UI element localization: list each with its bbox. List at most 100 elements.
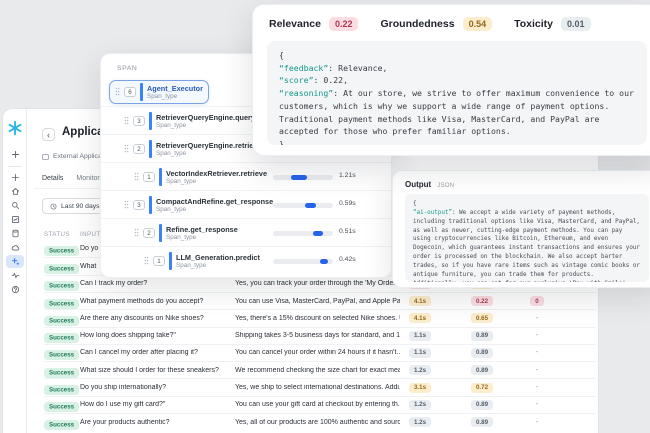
span-accent-bar: [140, 83, 143, 101]
sidebar-item-database[interactable]: [6, 227, 24, 240]
table-row[interactable]: Success Can I cancel my order after placi…: [44, 343, 596, 362]
duration-bar-fill: [305, 202, 317, 208]
score-badge: 0.89: [470, 330, 494, 341]
span-row-content: 6 Agent_Executor Span_type: [109, 80, 209, 104]
score-cell: 0.89: [440, 417, 524, 428]
status-cell: Success: [44, 396, 80, 414]
column-header-status: STATUS: [44, 231, 70, 238]
flag-dash: -: [535, 349, 539, 357]
drag-handle-icon[interactable]: [124, 140, 129, 158]
output-format-label[interactable]: JSON: [437, 182, 455, 189]
back-button[interactable]: ‹: [42, 128, 55, 141]
status-cell: Success: [44, 292, 80, 310]
flag-cell: -: [524, 419, 550, 426]
table-row[interactable]: Success How long does shipping take?" Ship…: [44, 326, 596, 344]
span-name: CompactAndRefine.get_response: [156, 196, 274, 206]
score-cell: 0.72: [440, 382, 524, 393]
span-row[interactable]: 2 Refine.get_response Span_type 0.51s: [101, 218, 391, 246]
span-row-content: 2 RetrieverQueryEngine.retrieve Span_type: [119, 137, 266, 161]
score-cell: 0.89: [440, 330, 524, 341]
table-row[interactable]: Success Do you ship internationally? Yes, …: [44, 378, 596, 396]
sidebar-item-plus[interactable]: [6, 171, 24, 184]
output-cell: We recommend checking the size chart for…: [235, 366, 400, 374]
drag-handle-icon[interactable]: [134, 224, 139, 242]
tab-bar: Details Monitoring: [42, 175, 109, 182]
span-type: Span_type: [147, 92, 178, 100]
latency-cell: 1.2s: [400, 417, 440, 428]
span-row[interactable]: 1 VectorIndexRetriever.retrieve Span_type 1…: [101, 162, 391, 190]
sidebar-item-help[interactable]: [6, 283, 24, 296]
sidebar-item-activity[interactable]: [6, 269, 24, 282]
span-row[interactable]: 1 LLM_Generation.predict Span_type 0.42s: [101, 246, 391, 274]
latency-badge: 4.1s: [408, 313, 432, 324]
span-row[interactable]: 3 RetrieverQueryEngine.query Span_type: [101, 106, 391, 134]
metric-relevance: Relevance 0.22: [269, 17, 359, 31]
table-row[interactable]: Success Are your products authentic? Yes, …: [44, 413, 596, 430]
duration-label: 0.42s: [339, 256, 356, 263]
help-icon: [11, 285, 20, 294]
sidebar-item-search[interactable]: [6, 199, 24, 212]
metric-label: Groundedness: [380, 18, 455, 30]
tab-monitoring[interactable]: Monitoring: [76, 175, 110, 182]
drag-handle-icon[interactable]: [134, 168, 139, 186]
code-close-brace: }: [279, 138, 284, 145]
span-row-content: 2 Refine.get_response Span_type: [129, 221, 243, 245]
table-row[interactable]: Success Are there any discounts on Nike s…: [44, 309, 596, 326]
span-labels: VectorIndexRetriever.retrieve Span_type: [166, 169, 267, 186]
duration-bar-track: [273, 258, 333, 264]
duration-bar-track: [273, 230, 333, 236]
status-badge: Success: [44, 281, 80, 292]
status-badge: Success: [44, 385, 80, 396]
date-range-filter[interactable]: Last 90 days: [42, 198, 108, 214]
flag-cell: -: [524, 349, 550, 356]
input-cell: Do you ship internationally?: [80, 384, 166, 392]
metric-label: Toxicity: [514, 18, 554, 30]
latency-cell: 1.2s: [400, 365, 440, 376]
add-icon[interactable]: [8, 147, 22, 161]
input-cell: How do I use my gift card?": [80, 401, 166, 409]
score-cell: 0.22: [440, 296, 524, 307]
snowflake-logo: [7, 120, 23, 136]
drag-handle-icon[interactable]: [144, 252, 149, 270]
span-count-badge: 3: [133, 200, 145, 210]
span-name: LLM_Generation.predict: [176, 252, 260, 262]
status-cell: Success: [44, 344, 80, 362]
sidebar-icons: [6, 171, 24, 297]
drag-handle-icon[interactable]: [124, 196, 129, 214]
evaluation-panel: Relevance 0.22 Groundedness 0.54 Toxicity 0.0…: [252, 4, 650, 156]
table-row[interactable]: Success What payment methods do you accep…: [44, 291, 596, 310]
span-count-badge: 2: [133, 144, 145, 154]
span-count-badge: 1: [143, 172, 155, 182]
flag-dash: -: [535, 314, 539, 322]
flag-cell: -: [524, 367, 550, 374]
sidebar-item-home[interactable]: [6, 185, 24, 198]
sidebar-item-ai-sparkle[interactable]: [6, 255, 24, 268]
projects-icon: [11, 215, 20, 224]
drag-handle-icon[interactable]: [124, 112, 129, 130]
flag-cell: -: [524, 315, 550, 322]
tab-details[interactable]: Details: [42, 175, 64, 182]
span-row[interactable]: 6 Agent_Executor Span_type: [101, 78, 391, 106]
code-line: “score”: 0.22,: [279, 74, 635, 87]
span-accent-bar: [169, 252, 172, 270]
flag-dash: -: [535, 332, 539, 340]
home-icon: [11, 187, 20, 196]
span-row[interactable]: 2 RetrieverQueryEngine.retrieve Span_type: [101, 134, 391, 162]
table-row[interactable]: Success How do I use my gift card?" You ca…: [44, 395, 596, 414]
drag-handle-icon[interactable]: [115, 83, 120, 101]
duration-bar-track: [273, 174, 333, 180]
sidebar-divider: [8, 166, 22, 167]
span-labels: LLM_Generation.predict Span_type: [176, 253, 260, 270]
output-cell: Shipping takes 3-5 business days for sta…: [235, 332, 400, 340]
code-body: “ai-output”: We accept a wide variety of…: [413, 209, 641, 282]
status-badge: Success: [44, 402, 80, 413]
latency-cell: 3.1s: [400, 382, 440, 393]
span-labels: Refine.get_response Span_type: [166, 225, 238, 242]
table-row[interactable]: Success Do yo: [44, 240, 596, 257]
sidebar-item-projects[interactable]: [6, 213, 24, 226]
span-row[interactable]: 3 CompactAndRefine.get_response Span_type 0…: [101, 190, 391, 218]
sidebar-item-cloud[interactable]: [6, 241, 24, 254]
output-cell: You can use your gift card at checkout b…: [235, 401, 400, 409]
table-row[interactable]: Success What size should I order for thes…: [44, 361, 596, 378]
